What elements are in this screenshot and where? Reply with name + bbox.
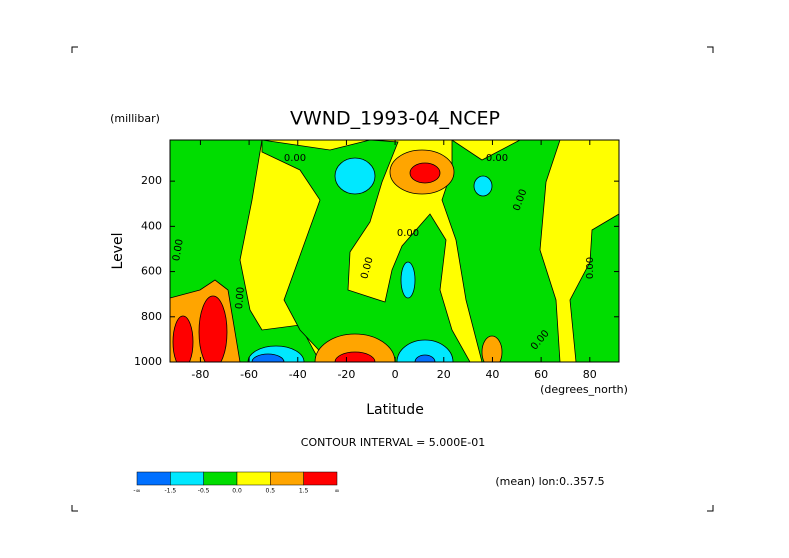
plot-frame <box>169 139 620 363</box>
colorbar-label: -1.5 <box>164 488 176 495</box>
colorbar-swatch <box>203 471 238 486</box>
x-tick-label: 20 <box>437 368 451 381</box>
contour-region <box>400 261 416 299</box>
colorbar-label: -0.5 <box>198 488 210 495</box>
colorbar-label: 0.5 <box>266 488 276 495</box>
colorbar-label: -∞ <box>133 488 140 495</box>
x-tick-label: 80 <box>583 368 597 381</box>
colorbar-label: 1.5 <box>299 488 309 495</box>
contour-interval: CONTOUR INTERVAL = 5.000E-01 <box>301 436 485 449</box>
contour-region <box>414 354 436 362</box>
x-tick-label: -80 <box>191 368 209 381</box>
x-unit: (degrees_north) <box>540 383 628 396</box>
colorbar-swatch <box>303 471 338 486</box>
x-tick-label: 0 <box>392 368 399 381</box>
x-tick-label: 60 <box>534 368 548 381</box>
y-tick-label: 200 <box>141 174 162 187</box>
chart-title: VWND_1993-04_NCEP <box>290 108 500 130</box>
contour-label: 0.00 <box>585 257 596 279</box>
contour-region <box>481 335 503 362</box>
note: (mean) lon:0..357.5 <box>495 475 604 488</box>
x-tick-label: 40 <box>485 368 499 381</box>
y-tick-label: 1000 <box>134 355 162 368</box>
contour-region <box>441 140 561 362</box>
y-tick-label: 800 <box>141 310 162 323</box>
contour-label: 0.00 <box>171 238 186 262</box>
contour-region <box>251 353 285 362</box>
colorbar-swatch <box>136 471 171 486</box>
contour-region <box>314 333 396 362</box>
colorbar-swatch <box>170 471 204 486</box>
corner-marks <box>71 46 714 512</box>
contour-region <box>198 295 228 362</box>
x-tick-label: -20 <box>337 368 355 381</box>
colorbar-swatch <box>270 471 304 486</box>
contour-region <box>396 339 454 362</box>
contour-region <box>172 315 194 362</box>
colorbar-swatch <box>236 471 271 486</box>
contour-region <box>569 213 619 362</box>
colorbar-label: ∞ <box>335 488 340 495</box>
contour-label: 0.00 <box>486 153 508 164</box>
x-axis-label: Latitude <box>366 402 424 418</box>
contour-region <box>261 140 471 362</box>
contour-label: 0.00 <box>397 228 419 239</box>
contour-label: 0.00 <box>284 153 306 164</box>
contour-region <box>409 162 441 184</box>
y-axis-label: Level <box>110 233 126 270</box>
y-unit: (millibar) <box>110 112 160 125</box>
x-tick-label: -60 <box>240 368 258 381</box>
contour-region <box>473 175 493 197</box>
colorbar-label: 0.0 <box>232 488 242 495</box>
y-tick-label: 400 <box>141 219 162 232</box>
x-tick-label: -40 <box>289 368 307 381</box>
y-tick-label: 600 <box>141 265 162 278</box>
contour-region <box>334 157 376 195</box>
contour-field <box>170 140 619 362</box>
contour-region <box>334 351 376 362</box>
contour-label: 0.00 <box>234 286 247 309</box>
